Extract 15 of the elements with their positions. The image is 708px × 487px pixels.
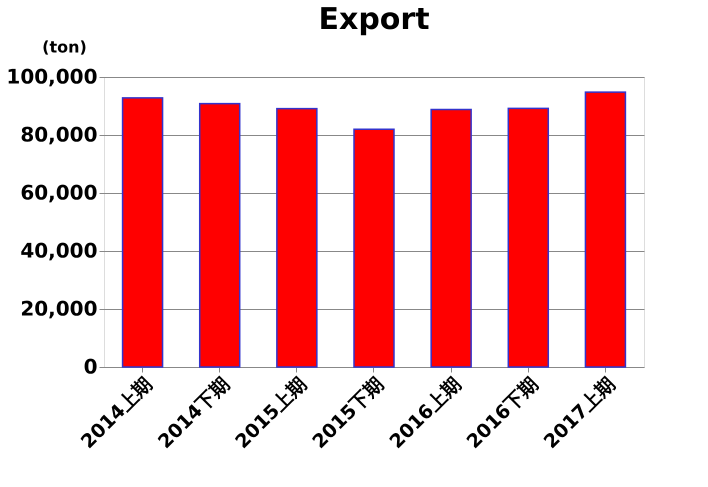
y-axis-title: (ton) (42, 38, 87, 56)
y-tick-label: 80,000 (20, 122, 98, 146)
y-tick-label: 20,000 (20, 296, 98, 320)
bar (584, 91, 626, 368)
bar (198, 102, 240, 368)
bar (353, 128, 395, 368)
y-tick-label: 60,000 (20, 180, 98, 204)
bar (122, 97, 164, 368)
bar (276, 108, 318, 368)
chart-title: Export (318, 2, 430, 37)
y-tick-label: 40,000 (20, 238, 98, 262)
bar (430, 108, 472, 368)
bar (508, 108, 550, 368)
y-tick-label: 0 (84, 354, 98, 378)
y-tick-label: 100,000 (6, 64, 98, 88)
